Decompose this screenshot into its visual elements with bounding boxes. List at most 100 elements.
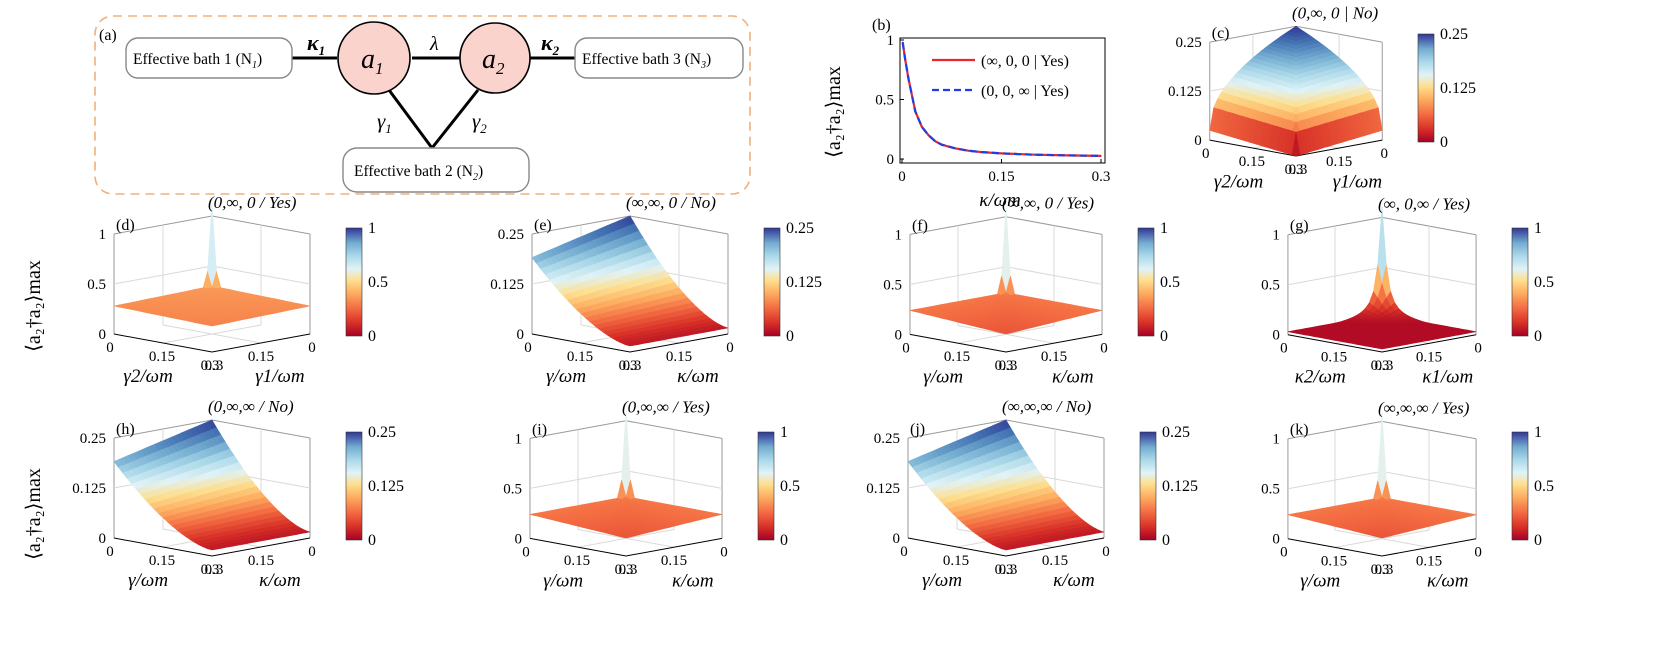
bath1-box [125, 37, 293, 79]
z-tick-label: 1 [1272, 228, 1280, 244]
series-2-point [981, 151, 983, 153]
colorbar-tick-label: 0.25 [368, 424, 396, 441]
x-tick-label: 0.15 [567, 349, 593, 365]
edge-a1-bath2 [387, 89, 434, 149]
x-tick-label: 0.15 [943, 553, 969, 569]
panel-tag: (0,∞,∞ / No) [208, 397, 294, 416]
bath3-box [574, 37, 744, 79]
colorbar [757, 431, 775, 541]
series-2-point [908, 78, 910, 80]
y-tick-label: 0.15 [248, 553, 274, 569]
mode-a1-label: a1 [361, 44, 384, 78]
z-tick-label: 0 [1272, 532, 1280, 548]
y-tick-label: 0.3 [1371, 358, 1390, 374]
surface-xlabel: γ/ωm [543, 570, 583, 591]
y-tick-label: 0.15 [1416, 553, 1442, 569]
series-2-point [934, 140, 936, 142]
colorbar-tick-label: 1 [368, 220, 376, 237]
mode-a2-label: a2 [482, 44, 505, 78]
surface-ylabel: κ/ωm [1427, 570, 1469, 591]
panel-b-xtick-label: 0.15 [988, 169, 1014, 185]
panel-tag: (∞,∞,∞ / No) [1002, 397, 1092, 416]
panel-b-axes-box [899, 37, 1106, 164]
y-tick-label: 0.15 [1326, 154, 1352, 170]
x-tick-label: 0 [1202, 146, 1210, 162]
series-2-point [904, 59, 906, 61]
line-chart-panel-b: (b) ⟨a₂†a₂⟩max 0 0.15 0.300.51 (∞, 0, 0 | … [823, 17, 1110, 211]
z-tick-label: 0 [99, 531, 107, 547]
z-tick-label: 0 [1194, 133, 1202, 149]
bath2-box [342, 147, 530, 193]
y-tick-label: 0.15 [661, 553, 687, 569]
surface-xlabel: κ2/ωm [1295, 366, 1346, 387]
x-tick-label: 0 [522, 544, 530, 560]
z-tick-label: 0.25 [874, 431, 900, 447]
y-tick-label: 0 [1474, 341, 1482, 357]
z-tick-label: 0.5 [503, 481, 522, 497]
z-tick-label: 0.25 [1176, 35, 1202, 51]
z-tick-label: 1 [514, 431, 522, 447]
svg-text:⟨a₂†a₂⟩max: ⟨a₂†a₂⟩max [823, 66, 845, 158]
series-2-point [921, 126, 923, 128]
z-tick-label: 0.125 [72, 481, 106, 497]
y-tick-label: 0.15 [666, 349, 692, 365]
kappa2-label: κ2 [541, 30, 560, 58]
y-tick-label: 0 [720, 544, 728, 560]
surface-mesh [1287, 412, 1477, 539]
y-tick-label: 0 [726, 340, 734, 356]
y-tick-label: 0.15 [1042, 553, 1068, 569]
edge-a2-bath2 [430, 89, 480, 149]
z-tick-label: 1 [1272, 432, 1280, 448]
panel-b-xtick-label: 0.3 [1092, 169, 1111, 185]
bath2-label: Effective bath 2 (N2) [354, 163, 483, 183]
y-tick-label: 0 [1474, 545, 1482, 561]
x-tick-label: 0.15 [564, 553, 590, 569]
series-line-2 [901, 42, 1102, 157]
x-tick-label: 0.3 [1375, 358, 1394, 374]
y-tick-label: 0.15 [248, 349, 274, 365]
surface-ylabel: γ1/ωm [1333, 171, 1382, 192]
colorbar [345, 431, 363, 541]
panel-label: (g) [1290, 218, 1309, 235]
colorbar-tick-label: 1 [1534, 220, 1542, 237]
x-tick-label: 0.3 [999, 358, 1018, 374]
surface-cell [1291, 132, 1301, 157]
panel-b-ytick-label: 1 [887, 33, 895, 49]
colorbar-tick-label: 0.5 [780, 478, 800, 495]
x-tick-label: 0.3 [205, 358, 224, 374]
y-tick-label: 0.15 [1416, 349, 1442, 365]
mode-a2-node [459, 22, 531, 94]
z-tick-label: 0.5 [1261, 482, 1280, 498]
surface-xlabel: γ/ωm [923, 366, 963, 387]
z-tick-label: 0 [893, 531, 901, 547]
colorbar [1139, 431, 1157, 541]
colorbar-tick-label: 0 [1534, 532, 1542, 549]
colorbar-tick-label: 0 [1440, 134, 1448, 151]
axis-floor-edge [1287, 334, 1477, 353]
colorbar [345, 227, 363, 337]
surface-mesh [909, 207, 1103, 335]
z-tick-label: 0.125 [1168, 84, 1202, 100]
surface-xlabel: γ/ωm [922, 570, 962, 591]
y-tick-label: 0.3 [615, 562, 634, 578]
colorbar-tick-label: 1 [780, 424, 788, 441]
colorbar-tick-label: 0 [1534, 328, 1542, 345]
series-2-point [1100, 155, 1102, 157]
colorbar [763, 227, 781, 337]
panel-label-a: (a) [99, 27, 117, 44]
panel-label: (e) [534, 217, 552, 234]
z-tick-label: 0.5 [87, 277, 106, 293]
row3-ylabel: ⟨a₂†a₂⟩max [23, 468, 45, 560]
z-tick-label: 0.125 [866, 481, 900, 497]
colorbar-tick-label: 0 [368, 328, 376, 345]
x-tick-label: 0.3 [1289, 162, 1308, 178]
x-tick-label: 0.15 [1239, 154, 1265, 170]
panel-label: (j) [910, 421, 925, 438]
z-tick-label: 0 [99, 327, 107, 343]
surface-mesh [113, 204, 311, 327]
surface-cell [1377, 347, 1387, 350]
